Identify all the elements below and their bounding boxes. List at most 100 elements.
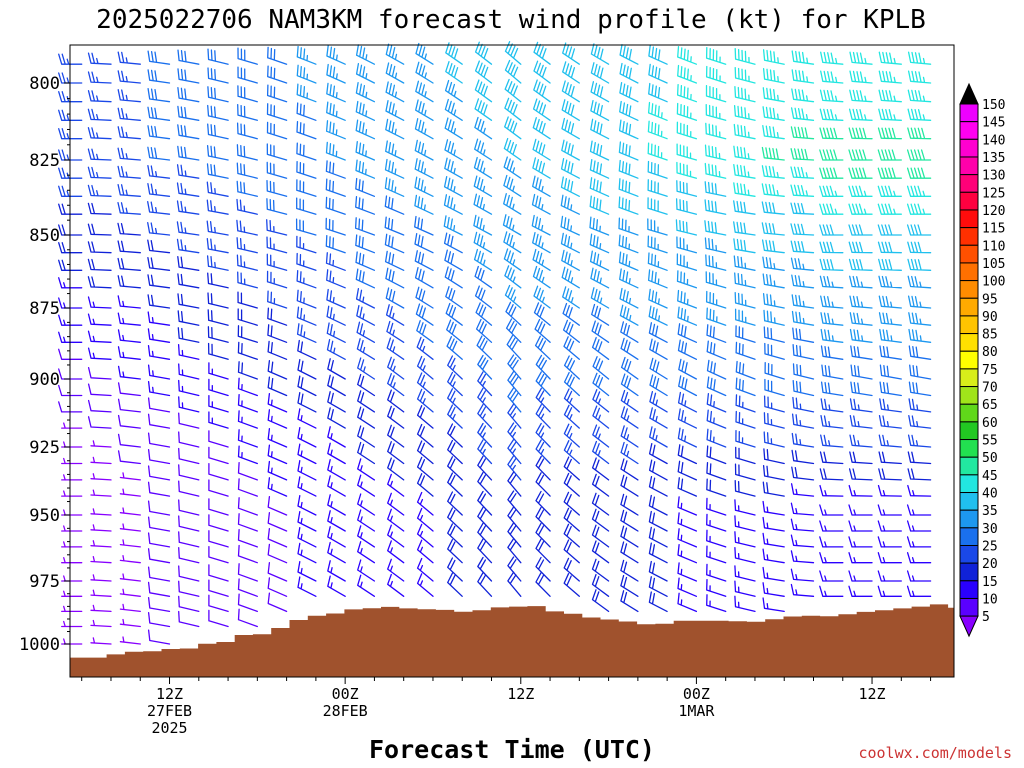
wind-barb bbox=[414, 233, 434, 254]
wind-barb bbox=[267, 409, 288, 429]
wind-barb bbox=[267, 577, 288, 597]
wind-barb bbox=[446, 336, 463, 360]
wind-barb bbox=[147, 164, 171, 179]
wind-barb bbox=[58, 242, 83, 254]
wind-barb bbox=[416, 539, 434, 564]
wind-barb bbox=[119, 588, 141, 597]
wind-barb bbox=[61, 557, 83, 564]
wind-barb bbox=[908, 398, 932, 413]
wind-barb bbox=[385, 81, 405, 103]
wind-barb bbox=[532, 175, 551, 197]
wind-barb bbox=[705, 47, 727, 65]
wind-barb bbox=[819, 241, 844, 254]
wind-barb bbox=[591, 336, 610, 360]
wind-barb bbox=[877, 203, 902, 215]
wind-barb bbox=[327, 575, 346, 597]
wind-barb bbox=[177, 293, 200, 309]
wind-barb bbox=[535, 455, 551, 481]
wind-barb bbox=[237, 393, 258, 413]
wind-barb bbox=[237, 513, 258, 532]
wind-barb bbox=[237, 85, 258, 103]
wind-barb bbox=[119, 618, 141, 628]
wind-barb bbox=[147, 274, 171, 289]
wind-barb bbox=[414, 139, 434, 161]
wind-barb bbox=[445, 286, 463, 309]
wind-barb bbox=[706, 307, 727, 326]
wind-barb bbox=[762, 548, 785, 564]
wind-barb bbox=[355, 44, 376, 65]
wind-barb bbox=[178, 531, 200, 548]
wind-barb bbox=[474, 41, 493, 65]
wind-barb bbox=[591, 320, 610, 343]
wind-barb bbox=[117, 414, 141, 429]
colorbar-label: 45 bbox=[982, 469, 998, 484]
wind-barb bbox=[648, 459, 668, 481]
wind-barb bbox=[763, 395, 785, 413]
wind-barb bbox=[236, 144, 258, 161]
wind-barb bbox=[61, 605, 83, 613]
wind-barb bbox=[147, 380, 171, 397]
wind-barb bbox=[819, 127, 844, 140]
wind-barb bbox=[706, 428, 727, 448]
wind-barb bbox=[619, 268, 639, 289]
wind-barb bbox=[357, 559, 376, 582]
wind-barb bbox=[385, 304, 405, 326]
wind-barb bbox=[877, 167, 902, 179]
wind-barb bbox=[177, 49, 200, 65]
wind-barb bbox=[591, 303, 610, 326]
colorbar-label: 115 bbox=[982, 222, 1005, 237]
wind-barb bbox=[61, 422, 83, 429]
wind-barb bbox=[563, 355, 580, 380]
wind-barb bbox=[147, 516, 171, 532]
wind-barb bbox=[327, 541, 346, 564]
wind-barb bbox=[147, 146, 171, 161]
colorbar-swatch bbox=[959, 121, 979, 140]
wind-barb bbox=[444, 117, 463, 140]
wind-barb bbox=[473, 214, 493, 236]
wind-barb bbox=[503, 231, 522, 254]
wind-barb bbox=[208, 446, 229, 465]
colorbar-label: 140 bbox=[982, 133, 1005, 148]
wind-barb bbox=[327, 510, 346, 532]
wind-barb bbox=[705, 254, 727, 271]
wind-barb bbox=[414, 215, 434, 236]
wind-barb bbox=[147, 413, 171, 429]
wind-barb bbox=[176, 238, 200, 254]
wind-barb bbox=[474, 79, 493, 103]
wind-barb bbox=[762, 273, 785, 289]
wind-barb bbox=[119, 539, 141, 548]
wind-barb bbox=[909, 364, 932, 380]
wind-barb bbox=[761, 239, 785, 254]
wind-barb bbox=[762, 68, 785, 84]
wind-barb bbox=[877, 536, 902, 548]
wind-barb bbox=[705, 122, 727, 140]
wind-barb bbox=[590, 81, 610, 103]
wind-barb bbox=[848, 224, 873, 236]
wind-barb bbox=[647, 235, 668, 254]
wind-barb bbox=[705, 271, 727, 289]
wind-barb bbox=[820, 398, 844, 413]
wind-barb bbox=[592, 356, 610, 380]
colorbar-swatch bbox=[959, 138, 979, 158]
wind-barb bbox=[208, 579, 229, 597]
wind-barb bbox=[267, 496, 288, 516]
wind-barb bbox=[705, 290, 727, 309]
colorbar-label: 95 bbox=[982, 292, 998, 307]
wind-barb bbox=[296, 83, 317, 103]
wind-barb bbox=[762, 532, 785, 548]
wind-barb bbox=[648, 576, 668, 597]
wind-barb bbox=[849, 328, 873, 343]
colorbar-swatch bbox=[959, 597, 979, 617]
wind-barb bbox=[706, 324, 727, 343]
wind-barb bbox=[705, 65, 727, 84]
wind-barb bbox=[733, 104, 756, 121]
wind-barb bbox=[237, 578, 258, 597]
wind-barb bbox=[563, 573, 580, 597]
wind-barb bbox=[848, 585, 873, 597]
wind-barb bbox=[207, 272, 229, 289]
wind-barb bbox=[790, 550, 815, 564]
wind-barb bbox=[237, 478, 258, 497]
wind-barb bbox=[267, 290, 288, 309]
wind-barb bbox=[618, 159, 639, 179]
wind-barb bbox=[790, 583, 815, 597]
